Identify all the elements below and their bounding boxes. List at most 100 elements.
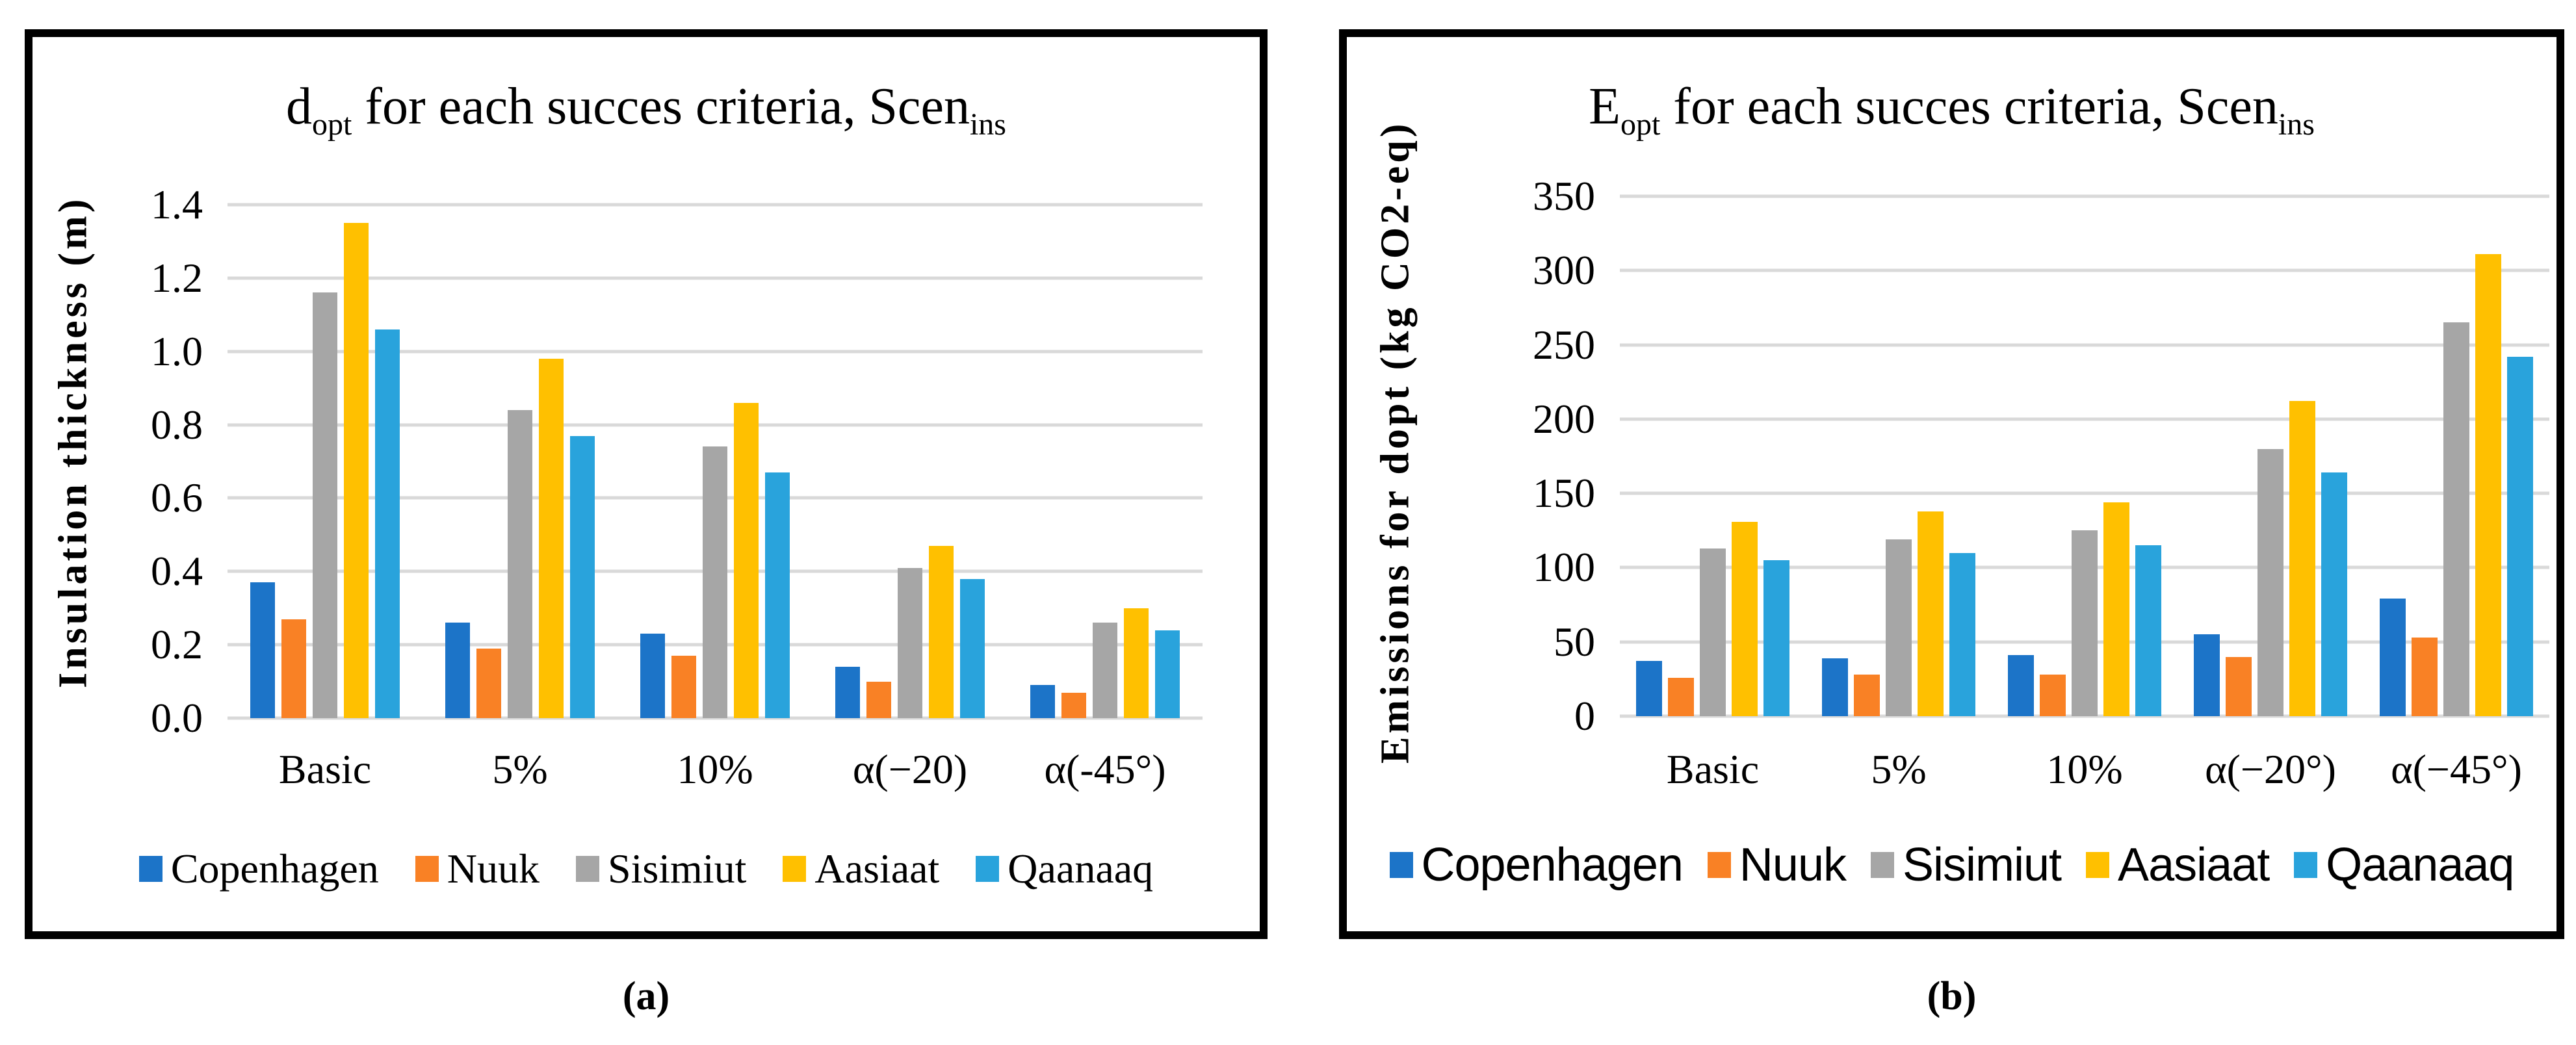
bar-group-10% [1992,196,2178,716]
y-tick-label: 350 [1533,173,1595,219]
legend-label: Nuuk [1739,839,1847,891]
y-tick-label: 0.0 [151,695,203,741]
legend-swatch-icon [138,856,163,882]
bar-qaanaaq-4 [2507,356,2533,716]
legend-swatch-icon [976,856,1000,882]
y-axis-ticks: 0.0 0.2 0.4 0.6 0.8 1.0 1.2 1.4 [91,184,215,739]
x-axis-labels: Basic 5% 10% α(−20) α(-45°) [228,745,1203,793]
bar-aasiaat-3 [929,545,954,718]
x-axis-label: Basic [1666,746,1760,792]
y-tick-label: 0.2 [151,621,203,668]
bar-qaanaaq-2 [2135,545,2161,716]
y-tick-label: 200 [1533,395,1595,442]
chart-title-text: for each succes criteria, Scen [1660,78,2278,135]
bar-sisimiut-0 [1700,548,1726,716]
legend-swatch-icon [415,856,439,882]
gridline [228,716,1203,720]
bar-group-Basic [228,205,423,718]
y-tick-label: 0.4 [151,548,203,595]
caption-a: (a) [622,974,670,1018]
bar-groups [1620,196,2549,716]
bar-sisimiut-2 [703,446,727,718]
chart-panel-b: Eopt for each succes criteria, Scenins E… [1339,29,2564,939]
bar-nuuk-1 [476,648,501,718]
legend-label: Copenhagen [170,845,379,892]
y-tick-label: 1.4 [151,181,203,227]
y-tick-label: 1.0 [151,328,203,374]
y-tick-label: 100 [1533,544,1595,591]
legend-swatch-icon [1871,852,1894,878]
legend-swatch-icon [575,856,599,882]
y-axis-ticks: 0 50 100 150 200 250 300 350 [1477,175,1607,737]
legend: Copenhagen Nuuk Sisimiut Aasiaat Qaanaaq [33,848,1260,890]
bar-sisimiut-1 [1886,539,1912,716]
x-axis-label: 5% [1871,746,1927,792]
legend-item-qaanaaq: Qaanaaq [976,848,1153,890]
chart-title-subscript: ins [969,107,1006,142]
x-axis-label: 10% [677,746,753,792]
bar-aasiaat-3 [2289,401,2315,716]
legend-item-nuuk: Nuuk [1707,839,1847,891]
bar-sisimiut-3 [898,567,922,718]
x-axis-label: α(−20°) [2205,746,2336,792]
y-tick-label: 0 [1574,693,1595,739]
legend-swatch-icon [2086,852,2110,878]
bar-group-5% [1806,196,1992,716]
bar-sisimiut-3 [2257,448,2283,716]
bar-group-5% [423,205,618,718]
bar-nuuk-1 [1854,675,1880,716]
legend-label: Qaanaaq [2326,839,2514,891]
bar-copenhagen-0 [1636,661,1662,716]
bar-copenhagen-1 [1822,658,1848,716]
legend-item-sisimiut: Sisimiut [1871,842,2062,888]
y-tick-label: 1.2 [151,254,203,301]
chart-title-subscript: ins [2278,107,2315,142]
gridline [1620,343,2549,347]
gridline [1620,714,2549,718]
bar-nuuk-4 [2412,637,2438,716]
legend-label: Copenhagen [1421,839,1684,891]
chart-title-text: d [286,78,313,135]
legend-item-aasiaat: Aasiaat [783,848,939,890]
bar-group-α(−20) [813,205,1008,718]
bar-nuuk-3 [2226,656,2252,716]
bar-aasiaat-0 [1732,521,1758,716]
gridline [228,350,1203,354]
bar-aasiaat-1 [1918,511,1944,716]
bar-copenhagen-2 [2008,655,2034,716]
bar-aasiaat-2 [734,402,759,718]
gridline [228,423,1203,427]
gridline [228,203,1203,207]
x-axis-label: 10% [2046,746,2123,792]
bar-group-α(−45°) [2363,196,2549,716]
chart-title-subscript: opt [312,107,352,142]
bar-nuuk-2 [2040,675,2066,716]
legend-swatch-icon [2294,852,2318,878]
x-axis-label: α(−20) [852,746,968,792]
bar-nuuk-0 [281,619,306,718]
bar-group-α(-45°) [1008,205,1203,718]
bar-copenhagen-4 [1030,685,1055,718]
bar-copenhagen-0 [250,582,275,718]
legend-item-copenhagen: Copenhagen [138,845,379,892]
bar-sisimiut-1 [508,410,532,718]
plot-area [228,203,1203,720]
bar-nuuk-2 [671,656,696,718]
x-axis-label: α(−45°) [2391,746,2522,792]
y-tick-label: 150 [1533,470,1595,517]
x-axis-label: Basic [278,746,372,792]
bar-qaanaaq-1 [570,435,595,718]
bar-qaanaaq-0 [375,329,400,718]
bar-copenhagen-3 [2194,634,2220,716]
chart-title: dopt for each succes criteria, Scenins [33,77,1260,140]
bar-copenhagen-1 [445,623,470,718]
bar-copenhagen-2 [640,634,665,718]
bar-sisimiut-2 [2072,530,2098,716]
legend-item-qaanaaq: Qaanaaq [2294,842,2514,888]
bar-nuuk-4 [1061,692,1086,718]
bar-group-10% [618,205,813,718]
chart-title-text: E [1589,78,1620,135]
gridline [1620,268,2549,272]
bar-group-α(−20°) [2178,196,2363,716]
gridline [1620,194,2549,198]
